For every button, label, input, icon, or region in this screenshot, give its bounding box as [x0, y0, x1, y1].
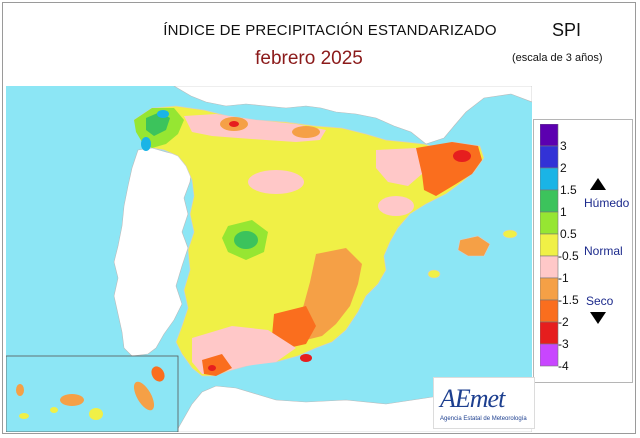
map-title: ÍNDICE DE PRECIPITACIÓN ESTANDARIZADO [163, 22, 497, 39]
legend-class-7 [540, 277, 559, 301]
legend-class-8 [540, 299, 559, 323]
legend-class-1 [540, 145, 559, 169]
legend-dry-label: Seco [586, 294, 614, 308]
mallorca [457, 235, 491, 257]
legend-tick-neg1: -1 [558, 271, 569, 285]
canary-inset [6, 355, 179, 432]
legend-normal-label: Normal [584, 244, 623, 258]
index-scale: (escala de 3 años) [512, 52, 603, 64]
legend-tick-neg3: -3 [558, 337, 569, 351]
aragon-pink [376, 148, 422, 186]
ebro-pink [378, 196, 414, 216]
legend-tick-1.5: 1.5 [560, 183, 577, 197]
legend: 3 2 1.5 1 0.5 -0.5 -1 -1.5 -2 -3 -4 Húme… [533, 119, 633, 383]
legend-tick-1: 1 [560, 205, 567, 219]
legend-tick-neg0.5: -0.5 [558, 249, 579, 263]
cantabria-dry [184, 114, 326, 142]
dry-arrow-icon [590, 312, 606, 324]
map-period: febrero 2025 [255, 48, 363, 69]
canary-la-palma [16, 384, 24, 396]
galicia-wet-core [146, 112, 170, 136]
basque-orange [292, 126, 320, 138]
legend-colorbar [540, 124, 559, 367]
logo-word: AEmet [440, 384, 505, 413]
figure-frame [2, 2, 636, 434]
spain-spi-map [6, 86, 532, 432]
murcia-dry [272, 306, 316, 348]
levante-dry [298, 248, 362, 340]
legend-tick-neg1.5: -1.5 [558, 293, 579, 307]
canary-gran-canaria [89, 408, 103, 420]
canary-fuerteventura [133, 381, 155, 411]
galicia-blue-spot [157, 110, 169, 118]
canary-lanzarote [151, 366, 165, 382]
legend-wet-label: Húmedo [584, 196, 630, 210]
murcia-red [300, 354, 312, 362]
legend-tick-2: 2 [560, 161, 567, 175]
duero-pink [248, 170, 304, 194]
aemet-logo: AEmet Agencia Estatal de Meteorología [433, 377, 535, 429]
central-green-core [234, 231, 258, 249]
legend-class-9 [540, 321, 559, 345]
galicia-west-spot [141, 137, 151, 151]
france-land [173, 86, 532, 145]
legend-tick-3: 3 [560, 139, 567, 153]
legend-class-0 [540, 124, 559, 147]
catalonia-red [453, 150, 471, 162]
legend-class-5 [540, 233, 559, 257]
legend-class-10 [540, 343, 559, 367]
index-name: SPI [552, 20, 582, 40]
cadiz-red [208, 365, 216, 371]
logo-caption: Agencia Estatal de Meteorología [440, 416, 527, 422]
portugal-land [113, 147, 193, 357]
legend-tick-neg2: -2 [558, 315, 569, 329]
legend-class-4 [540, 211, 559, 235]
asturias-red [229, 121, 239, 127]
ibiza [427, 269, 441, 279]
wet-arrow-icon [590, 178, 606, 190]
legend-tick-neg4: -4 [558, 359, 569, 373]
canary-la-gomera [50, 407, 58, 413]
cadiz-dry [202, 354, 232, 376]
legend-class-2 [540, 167, 559, 191]
legend-tick-0.5: 0.5 [560, 227, 577, 241]
canary-el-hierro [19, 413, 29, 419]
legend-class-6 [540, 255, 559, 279]
canary-tenerife [60, 394, 84, 406]
menorca [502, 229, 518, 239]
legend-class-3 [540, 189, 559, 213]
